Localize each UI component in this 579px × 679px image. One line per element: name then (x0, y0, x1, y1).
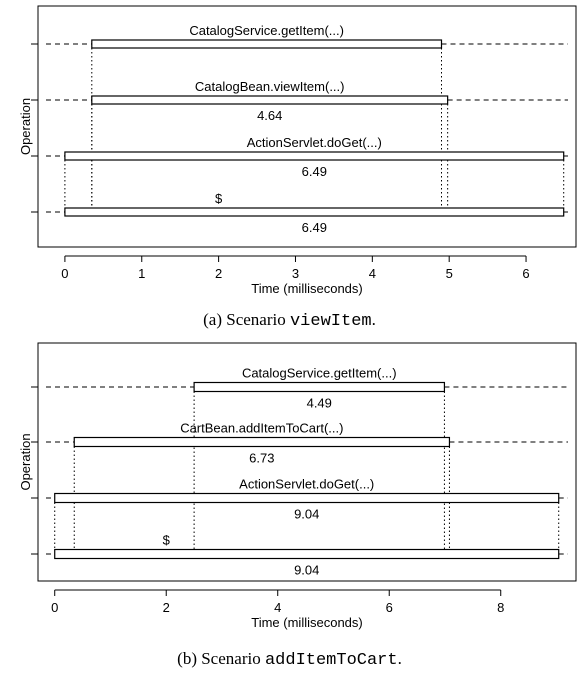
x-tick-label: 0 (51, 600, 58, 615)
plot-frame (37, 5, 577, 248)
duration-label: 6.49 (302, 220, 327, 235)
duration-label: 9.04 (294, 563, 319, 578)
duration-label: 6.73 (249, 451, 274, 466)
x-tick-label: 6 (386, 600, 393, 615)
x-tick-label: 3 (292, 266, 299, 281)
x-tick-label: 0 (61, 266, 68, 281)
plot-frame (37, 342, 577, 582)
operation-bar (54, 492, 560, 504)
operation-bar (54, 548, 560, 560)
x-tick-label: 2 (215, 266, 222, 281)
duration-label: 4.64 (257, 108, 282, 123)
chart-add-item-to-cart: CatalogService.getItem(...) 4.49 CartBean.… (18, 342, 577, 630)
operation-bar (64, 151, 565, 161)
operation-name-label: CartBean.addItemToCart(...) (180, 421, 343, 436)
x-tick-label: 8 (497, 600, 504, 615)
duration-label: 9.04 (294, 507, 319, 522)
operation-name-label: ActionServlet.doGet(...) (239, 477, 374, 492)
x-tick-label: 4 (274, 600, 281, 615)
operation-name-label: $ (163, 533, 171, 548)
operation-bar (73, 436, 451, 448)
x-tick-label: 5 (446, 266, 453, 281)
x-tick-label: 6 (522, 266, 529, 281)
caption-prefix: (a) Scenario (203, 310, 290, 329)
duration-label: 6.49 (302, 164, 327, 179)
caption-prefix: (b) Scenario (177, 649, 265, 668)
y-axis-label: Operation (18, 433, 33, 490)
caption-suffix: . (371, 310, 376, 329)
x-tick-label: 1 (138, 266, 145, 281)
operation-name-label: CatalogService.getItem(...) (242, 366, 397, 381)
caption-view-item: (a) Scenario viewItem. (0, 310, 579, 331)
operation-name-label: $ (215, 191, 223, 206)
operation-name-label: CatalogService.getItem(...) (189, 23, 344, 38)
duration-label: 4.49 (307, 396, 332, 411)
operation-name-label: ActionServlet.doGet(...) (247, 135, 382, 150)
caption-add-item-to-cart: (b) Scenario addItemToCart. (0, 649, 579, 670)
x-tick-label: 4 (369, 266, 376, 281)
x-axis-label: Time (milliseconds) (251, 281, 362, 296)
operation-bar (91, 39, 443, 49)
operation-bar (193, 381, 446, 393)
operation-name-label: CatalogBean.viewItem(...) (195, 79, 345, 94)
y-axis-label: Operation (18, 98, 33, 155)
operation-bar (91, 95, 449, 105)
caption-code: addItemToCart (264, 651, 398, 670)
x-tick-label: 2 (163, 600, 170, 615)
x-axis-label: Time (milliseconds) (251, 615, 362, 630)
caption-code: viewItem (289, 312, 372, 331)
chart-view-item: CatalogService.getItem(...) CatalogBean.v… (18, 5, 577, 296)
operation-bar (64, 207, 565, 217)
caption-suffix: . (397, 649, 402, 668)
